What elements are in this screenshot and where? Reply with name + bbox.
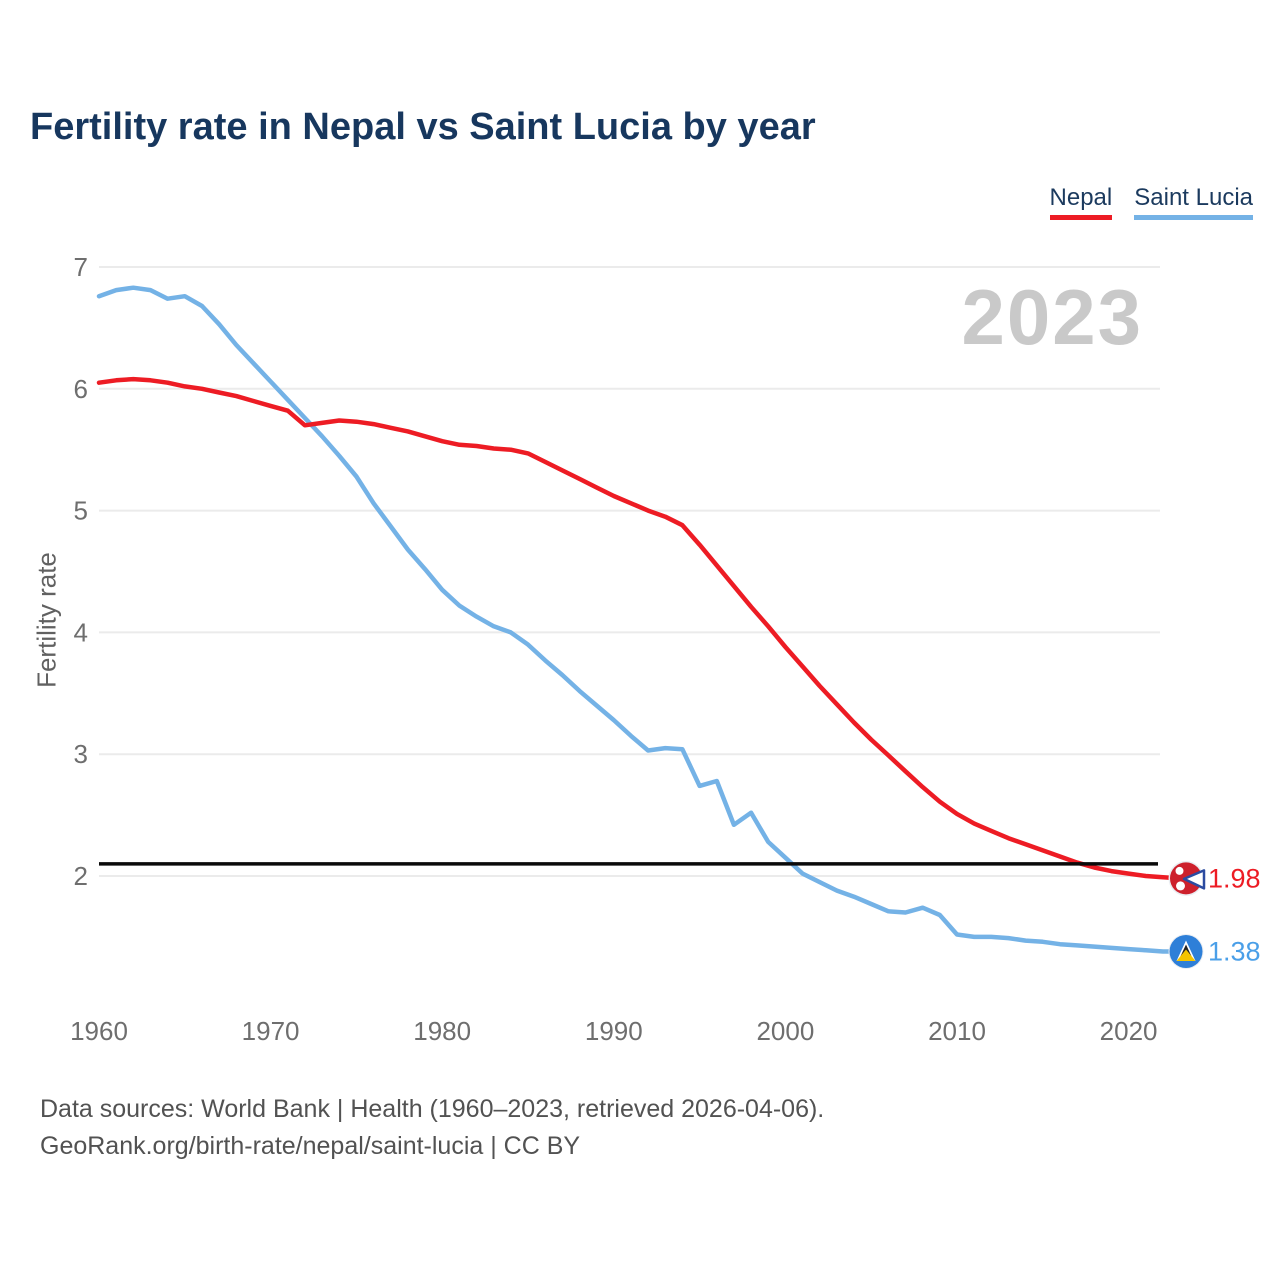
y-tick-label: 3	[74, 739, 88, 769]
source-note: Data sources: World Bank | Health (1960–…	[40, 1091, 824, 1165]
x-axis-tick-labels: 1960 1970 1980 1990 2000 2010 2020	[70, 1016, 1157, 1046]
saint-lucia-value-label: 1.38	[1208, 937, 1261, 967]
saint-lucia-flag-icon	[1168, 934, 1204, 969]
legend-item-nepal[interactable]: Nepal	[1049, 184, 1113, 220]
x-tick-label: 2010	[928, 1016, 986, 1046]
y-axis-title: Fertility rate	[31, 552, 62, 688]
x-tick-label: 1960	[70, 1016, 128, 1046]
nepal-value-label: 1.98	[1208, 863, 1261, 893]
nepal-flag-icon	[1168, 860, 1206, 896]
x-tick-label: 2020	[1100, 1016, 1158, 1046]
x-tick-label: 1970	[242, 1016, 300, 1046]
y-tick-label: 4	[74, 617, 88, 647]
saint-lucia-line	[96, 285, 1183, 954]
x-tick-label: 1990	[585, 1016, 643, 1046]
y-tick-label: 6	[74, 374, 88, 404]
page-title: Fertility rate in Nepal vs Saint Lucia b…	[30, 106, 816, 148]
watermark-year: 2023	[961, 273, 1143, 361]
legend: Nepal Saint Lucia	[1049, 184, 1253, 220]
legend-label-saint-lucia: Saint Lucia	[1134, 184, 1253, 211]
y-axis-tick-labels: 2 3 4 5 6 7	[74, 252, 88, 891]
legend-label-nepal: Nepal	[1049, 184, 1113, 211]
y-tick-label: 7	[74, 252, 88, 282]
source-line-1: Data sources: World Bank | Health (1960–…	[40, 1095, 825, 1123]
x-tick-label: 1980	[413, 1016, 471, 1046]
y-tick-label: 2	[74, 861, 88, 891]
nepal-line	[96, 376, 1183, 881]
legend-item-saint-lucia[interactable]: Saint Lucia	[1134, 184, 1253, 220]
x-tick-label: 2000	[756, 1016, 814, 1046]
source-line-2: GeoRank.org/birth-rate/nepal/saint-lucia…	[40, 1132, 581, 1160]
y-tick-label: 5	[74, 496, 88, 526]
